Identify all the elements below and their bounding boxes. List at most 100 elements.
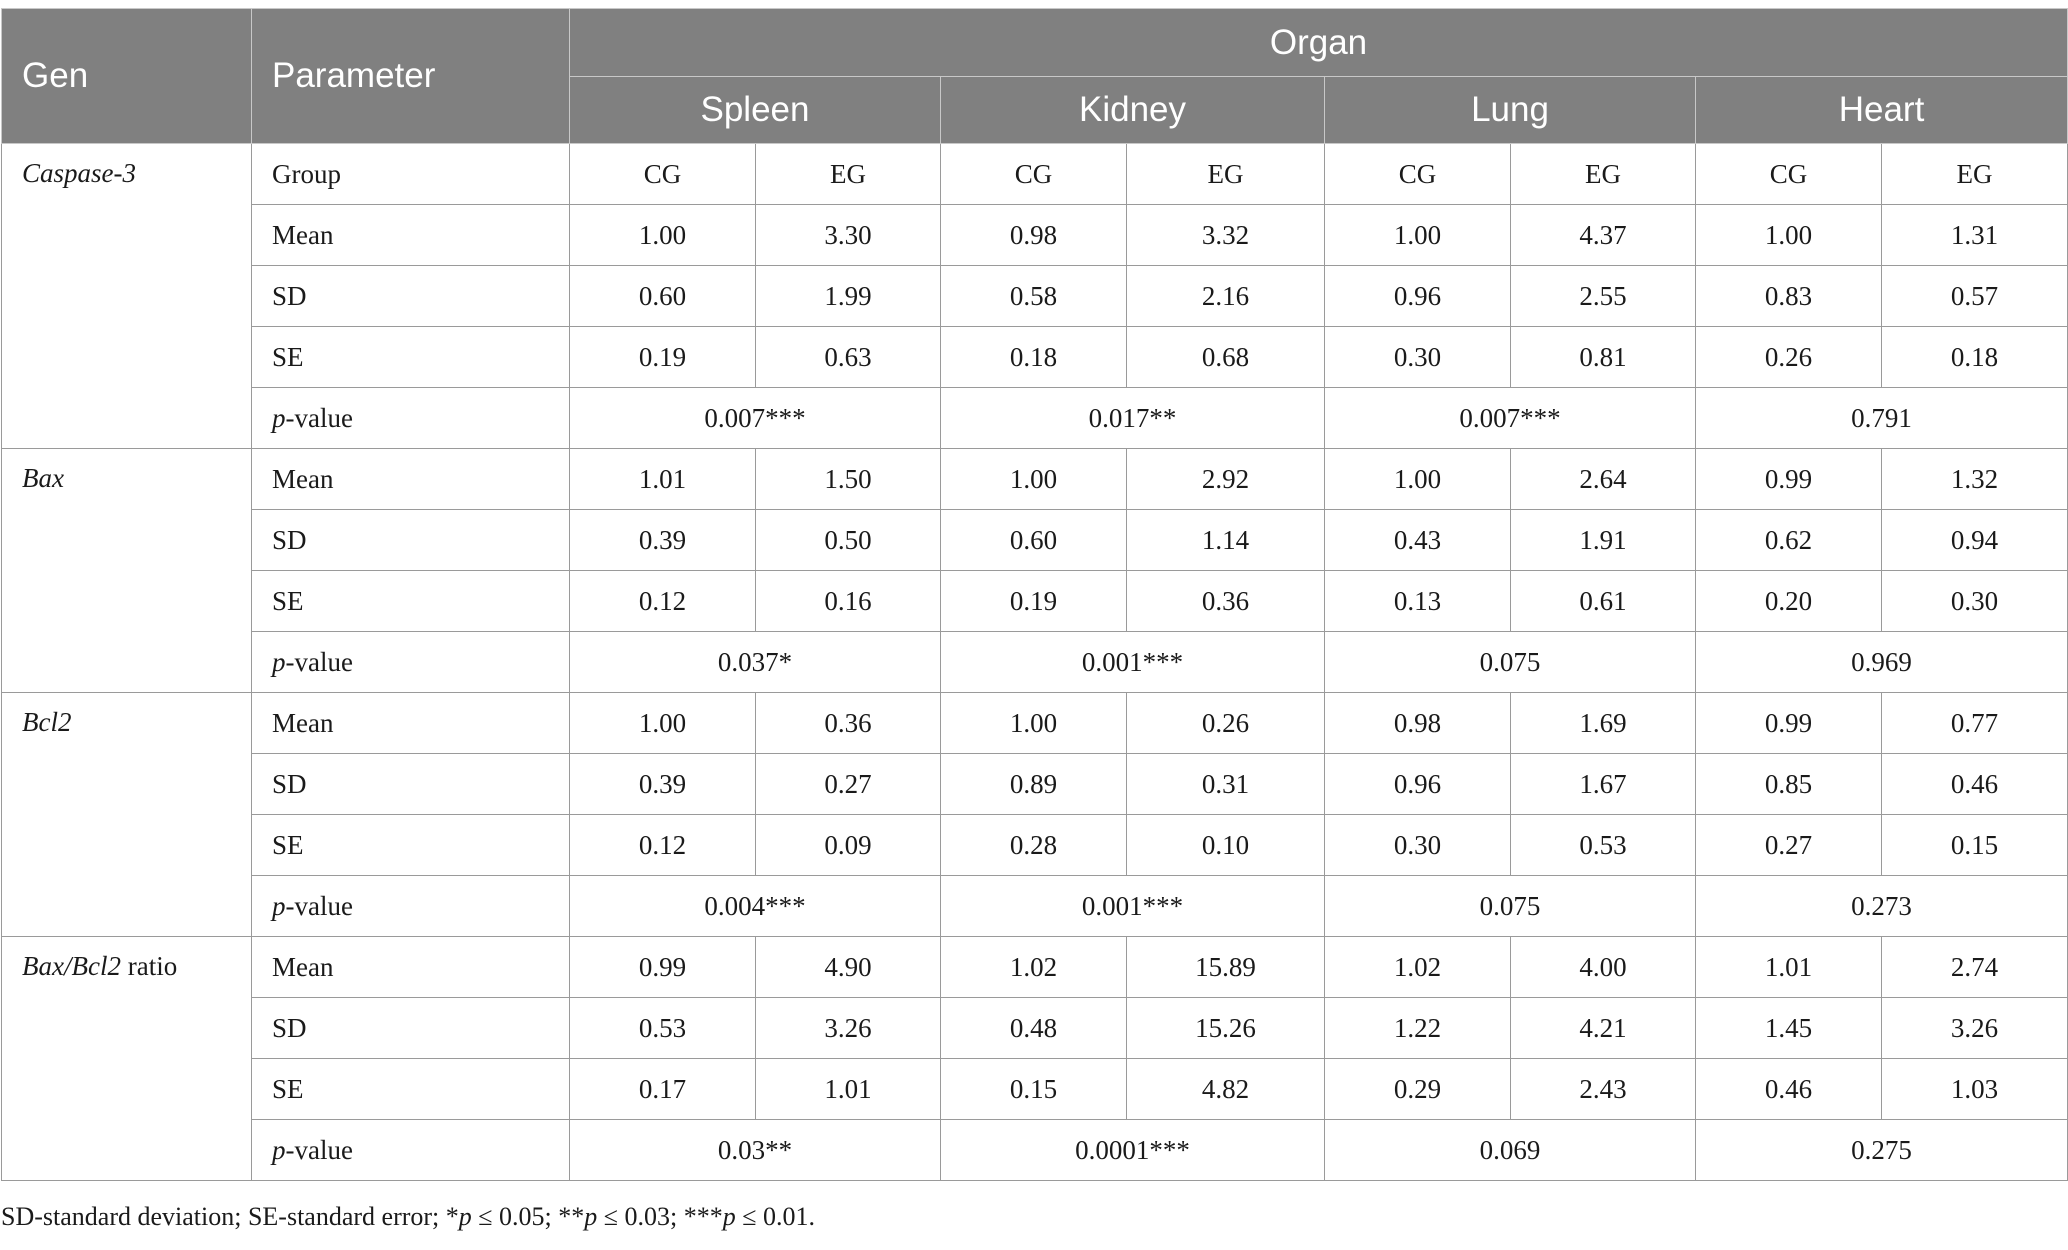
gene-name-cell: Bcl2 [1,692,252,937]
table-body: Caspase-3 Group CG EG CG EG CG EG CG EG Mean 1.00 3.… [1,143,2068,1181]
value-cell: 1.22 [1324,997,1511,1059]
value-cell: 0.16 [755,570,941,632]
gene-name: Bcl2 [22,707,72,737]
table-row: Mean 1.00 3.30 0.98 3.32 1.00 4.37 1.00 1.31 [2,204,2068,266]
table-row: SD 0.60 1.99 0.58 2.16 0.96 2.55 0.83 0.57 [2,265,2068,327]
value-cell: 0.57 [1880,265,2068,327]
value-cell: 3.26 [755,997,941,1059]
organ-lung-header: Lung [1324,76,1696,144]
value-cell: 0.85 [1695,753,1882,815]
value-cell: 0.18 [1880,326,2068,388]
pvalue-label-cell: p-value [251,875,570,937]
gene-name-cell: Caspase-3 [1,143,252,449]
value-cell: 0.62 [1695,509,1882,571]
value-cell: 1.00 [569,692,756,754]
parameter-cell: SD [251,265,570,327]
table-footnote: SD-standard deviation; SE-standard error… [1,1202,815,1232]
value-cell: 1.99 [755,265,941,327]
value-cell: 0.43 [1324,509,1511,571]
value-cell: 0.53 [1510,814,1696,876]
value-cell: 1.31 [1880,204,2068,266]
value-cell: 0.98 [940,204,1127,266]
value-cell: 1.69 [1510,692,1696,754]
value-cell: 0.39 [569,509,756,571]
pvalue-row: p-value 0.007*** 0.017** 0.007*** 0.791 [2,387,2068,449]
value-cell: CG [569,143,756,205]
value-cell: 3.30 [755,204,941,266]
value-cell: 0.26 [1126,692,1325,754]
value-cell: 0.98 [1324,692,1511,754]
value-cell: 1.03 [1880,1058,2068,1120]
pvalue-label-p: p [272,402,286,433]
value-cell: CG [1324,143,1511,205]
organ-kidney-header: Kidney [940,76,1325,144]
footnote-p: p [584,1202,598,1231]
pvalue-cell: 0.017** [940,387,1325,449]
pvalue-row: p-value 0.03** 0.0001*** 0.069 0.275 [2,1119,2068,1181]
parameter-cell: Mean [251,204,570,266]
value-cell: 0.30 [1324,814,1511,876]
pvalue-cell: 0.001*** [940,631,1325,693]
gene-name-cell: Bax/Bcl2 ratio [1,936,252,1181]
organ-heart-header: Heart [1694,76,2068,144]
value-cell: 0.09 [755,814,941,876]
value-cell: CG [1695,143,1882,205]
pvalue-label-p: p [272,890,286,921]
value-cell: 1.00 [1324,204,1511,266]
value-cell: 0.58 [940,265,1127,327]
pvalue-cell: 0.275 [1694,1119,2068,1181]
value-cell: 1.00 [1695,204,1882,266]
pvalue-label-p: p [272,1134,286,1165]
pvalue-label-rest: -value [285,646,353,677]
parameter-cell: Mean [251,448,570,510]
parameter-cell: SE [251,1058,570,1120]
footnote-text: ≤ 0.05; ** [471,1202,585,1231]
pvalue-row: p-value 0.004*** 0.001*** 0.075 0.273 [2,875,2068,937]
gene-name-suffix: ratio [120,951,178,981]
value-cell: 1.91 [1510,509,1696,571]
value-cell: EG [755,143,941,205]
value-cell: 0.36 [1126,570,1325,632]
pvalue-cell: 0.007*** [569,387,941,449]
value-cell: 1.01 [755,1058,941,1120]
value-cell: 4.82 [1126,1058,1325,1120]
value-cell: 0.26 [1695,326,1882,388]
value-cell: EG [1126,143,1325,205]
parameter-cell: SD [251,753,570,815]
parameter-cell: Mean [251,692,570,754]
parameter-cell: SE [251,326,570,388]
value-cell: 4.37 [1510,204,1696,266]
value-cell: 0.68 [1126,326,1325,388]
table-row: SE 0.19 0.63 0.18 0.68 0.30 0.81 0.26 0.18 [2,326,2068,388]
value-cell: 0.12 [569,814,756,876]
value-cell: 2.16 [1126,265,1325,327]
pvalue-cell: 0.969 [1694,631,2068,693]
value-cell: 1.45 [1695,997,1882,1059]
pvalue-cell: 0.791 [1694,387,2068,449]
pvalue-cell: 0.001*** [940,875,1325,937]
gene-name: Caspase-3 [22,158,136,188]
value-cell: 0.99 [569,936,756,998]
footnote-p: p [458,1202,472,1231]
value-cell: 1.67 [1510,753,1696,815]
value-cell: 1.00 [940,448,1127,510]
value-cell: 15.89 [1126,936,1325,998]
value-cell: 0.30 [1880,570,2068,632]
value-cell: 0.12 [569,570,756,632]
value-cell: 0.81 [1510,326,1696,388]
value-cell: 0.31 [1126,753,1325,815]
pvalue-label-rest: -value [285,890,353,921]
value-cell: 0.27 [755,753,941,815]
pvalue-label-rest: -value [285,402,353,433]
parameter-cell: SD [251,509,570,571]
value-cell: 3.26 [1880,997,2068,1059]
value-cell: 0.77 [1880,692,2068,754]
parameter-cell: SD [251,997,570,1059]
pvalue-label-p: p [272,646,286,677]
value-cell: 0.99 [1695,448,1882,510]
pvalue-cell: 0.075 [1324,631,1696,693]
parameter-cell: SE [251,570,570,632]
value-cell: 0.15 [940,1058,1127,1120]
value-cell: 2.55 [1510,265,1696,327]
parameter-cell: Mean [251,936,570,998]
